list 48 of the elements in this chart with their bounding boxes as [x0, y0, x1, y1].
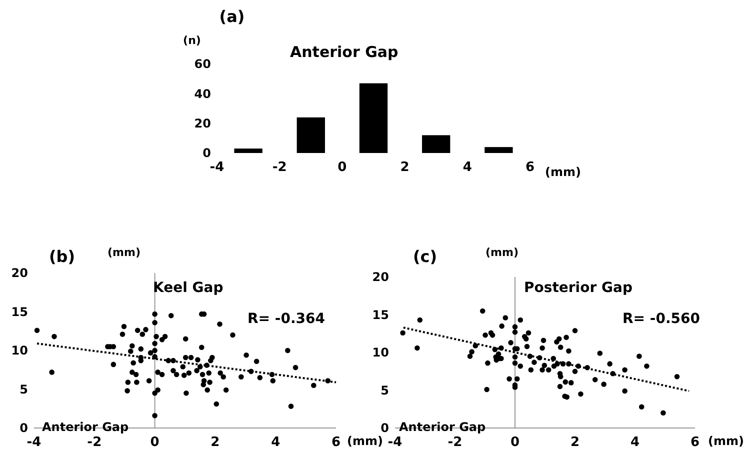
chart-title: Posterior Gap [524, 280, 632, 296]
x-axis-title: (mm) [347, 434, 383, 448]
x-axis-title: (mm) [545, 165, 581, 179]
y-tick-label: 5 [20, 382, 28, 396]
x-tick-label: 4 [271, 435, 280, 450]
y-tick-label: 15 [11, 304, 28, 319]
x-tick-label: 6 [525, 160, 535, 175]
x-tick-label: -4 [210, 160, 224, 175]
y-axis-title: (mm) [108, 246, 140, 259]
text: (c) [412, 247, 438, 266]
y-axis-title: (mm) [486, 246, 518, 259]
y-tick-label: 0 [380, 421, 389, 436]
x-tick-label: 6 [331, 435, 341, 450]
chart-title: Anterior Gap [290, 43, 399, 61]
x-tick-label: -2 [87, 435, 102, 450]
x-tick-label: -4 [26, 435, 42, 450]
annotation: R= -0.560 [622, 311, 700, 327]
y-tick-label: 10 [372, 346, 389, 360]
x-tick-label: 2 [400, 160, 410, 175]
y-axis-title: (n) [183, 34, 201, 47]
x-tick-label: 0 [150, 435, 160, 450]
x-tick-label: 4 [630, 435, 640, 450]
text: (b) [48, 247, 76, 266]
x-tick-label: -2 [272, 160, 287, 175]
y-tick-label: 0 [202, 146, 211, 160]
x-tick-label: 6 [690, 435, 700, 450]
annotation: Anterior Gap [399, 420, 486, 434]
y-tick-label: 60 [194, 57, 211, 72]
x-tick-label: 0 [338, 160, 347, 175]
y-tick-label: 15 [372, 308, 389, 322]
y-tick-label: 5 [380, 383, 389, 398]
text: (a) [219, 7, 245, 26]
text: Keel Gap [153, 280, 224, 296]
x-tick-label: 2 [570, 435, 580, 450]
x-tick-label: 0 [510, 435, 520, 450]
y-tick-label: 10 [11, 344, 28, 358]
x-tick-label: -4 [388, 435, 402, 450]
y-tick-label: 40 [194, 86, 211, 101]
y-tick-label: 20 [194, 116, 211, 131]
x-axis-title: (mm) [708, 434, 744, 448]
y-tick-label: 20 [372, 270, 389, 284]
x-tick-label: 4 [462, 160, 472, 175]
y-tick-label: 0 [20, 421, 28, 436]
x-tick-label: -2 [448, 435, 462, 450]
annotation: Anterior Gap [42, 420, 130, 434]
y-tick-label: 20 [11, 266, 28, 280]
x-tick-label: 2 [210, 435, 220, 450]
annotation: R= -0.364 [248, 311, 326, 327]
